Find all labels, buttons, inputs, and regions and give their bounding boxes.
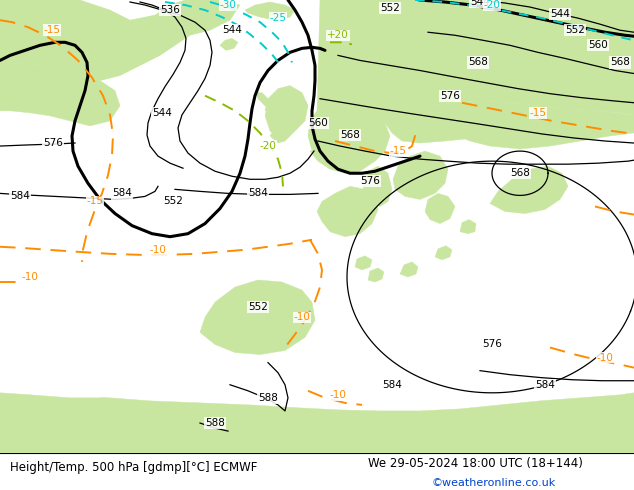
- Polygon shape: [400, 262, 418, 277]
- Text: We 29-05-2024 18:00 UTC (18+144): We 29-05-2024 18:00 UTC (18+144): [368, 457, 583, 470]
- Text: 584: 584: [382, 380, 402, 390]
- Text: 568: 568: [468, 57, 488, 68]
- Text: -30: -30: [219, 0, 236, 10]
- Text: 560: 560: [588, 40, 608, 50]
- Polygon shape: [245, 2, 295, 20]
- Polygon shape: [435, 246, 452, 260]
- Text: 576: 576: [440, 91, 460, 100]
- Text: -10: -10: [22, 272, 39, 282]
- Polygon shape: [256, 93, 272, 111]
- Polygon shape: [460, 220, 476, 234]
- Polygon shape: [393, 151, 448, 199]
- Text: 588: 588: [258, 393, 278, 403]
- Polygon shape: [0, 393, 634, 453]
- Text: 552: 552: [380, 3, 400, 13]
- Text: 568: 568: [610, 57, 630, 68]
- Text: 584: 584: [112, 188, 132, 198]
- Polygon shape: [200, 280, 315, 355]
- Text: -20: -20: [484, 0, 500, 10]
- Polygon shape: [308, 0, 634, 166]
- Text: 576: 576: [360, 176, 380, 186]
- Polygon shape: [220, 38, 238, 50]
- Text: 552: 552: [163, 196, 183, 206]
- Text: -10: -10: [597, 353, 614, 363]
- Text: 584: 584: [10, 192, 30, 201]
- Text: 568: 568: [510, 168, 530, 178]
- Text: Height/Temp. 500 hPa [gdmp][°C] ECMWF: Height/Temp. 500 hPa [gdmp][°C] ECMWF: [10, 462, 257, 474]
- Text: 576: 576: [43, 138, 63, 148]
- Polygon shape: [310, 123, 390, 173]
- Text: -15: -15: [86, 196, 103, 206]
- Text: 568: 568: [340, 130, 360, 140]
- Polygon shape: [0, 60, 120, 126]
- Text: -20: -20: [259, 141, 276, 151]
- Polygon shape: [362, 166, 392, 206]
- Polygon shape: [490, 166, 568, 214]
- Polygon shape: [355, 256, 372, 270]
- Text: 588: 588: [205, 418, 225, 428]
- Text: -10: -10: [150, 245, 167, 255]
- Text: 544: 544: [470, 0, 490, 7]
- Polygon shape: [0, 0, 240, 80]
- Text: -15: -15: [44, 25, 60, 35]
- Polygon shape: [520, 0, 634, 83]
- Text: 560: 560: [308, 118, 328, 128]
- Text: 584: 584: [535, 380, 555, 390]
- Text: -10: -10: [330, 390, 346, 400]
- Text: 544: 544: [550, 9, 570, 19]
- Polygon shape: [317, 186, 378, 237]
- Text: -25: -25: [269, 13, 287, 23]
- Text: 552: 552: [565, 25, 585, 35]
- Text: 552: 552: [248, 302, 268, 312]
- Text: -10: -10: [294, 312, 311, 322]
- Polygon shape: [368, 268, 384, 282]
- Polygon shape: [385, 101, 634, 149]
- Text: 536: 536: [160, 5, 180, 15]
- Text: ©weatheronline.co.uk: ©weatheronline.co.uk: [431, 478, 555, 489]
- Text: -15: -15: [389, 146, 406, 156]
- Text: 576: 576: [482, 340, 502, 349]
- Text: 544: 544: [222, 25, 242, 35]
- Polygon shape: [265, 86, 308, 123]
- Text: 584: 584: [248, 188, 268, 198]
- Polygon shape: [270, 131, 285, 143]
- Polygon shape: [265, 91, 308, 141]
- Polygon shape: [94, 398, 112, 409]
- Text: 544: 544: [152, 108, 172, 118]
- Text: +20: +20: [327, 30, 349, 40]
- Text: -15: -15: [529, 108, 547, 118]
- Polygon shape: [425, 194, 455, 223]
- Polygon shape: [115, 401, 130, 410]
